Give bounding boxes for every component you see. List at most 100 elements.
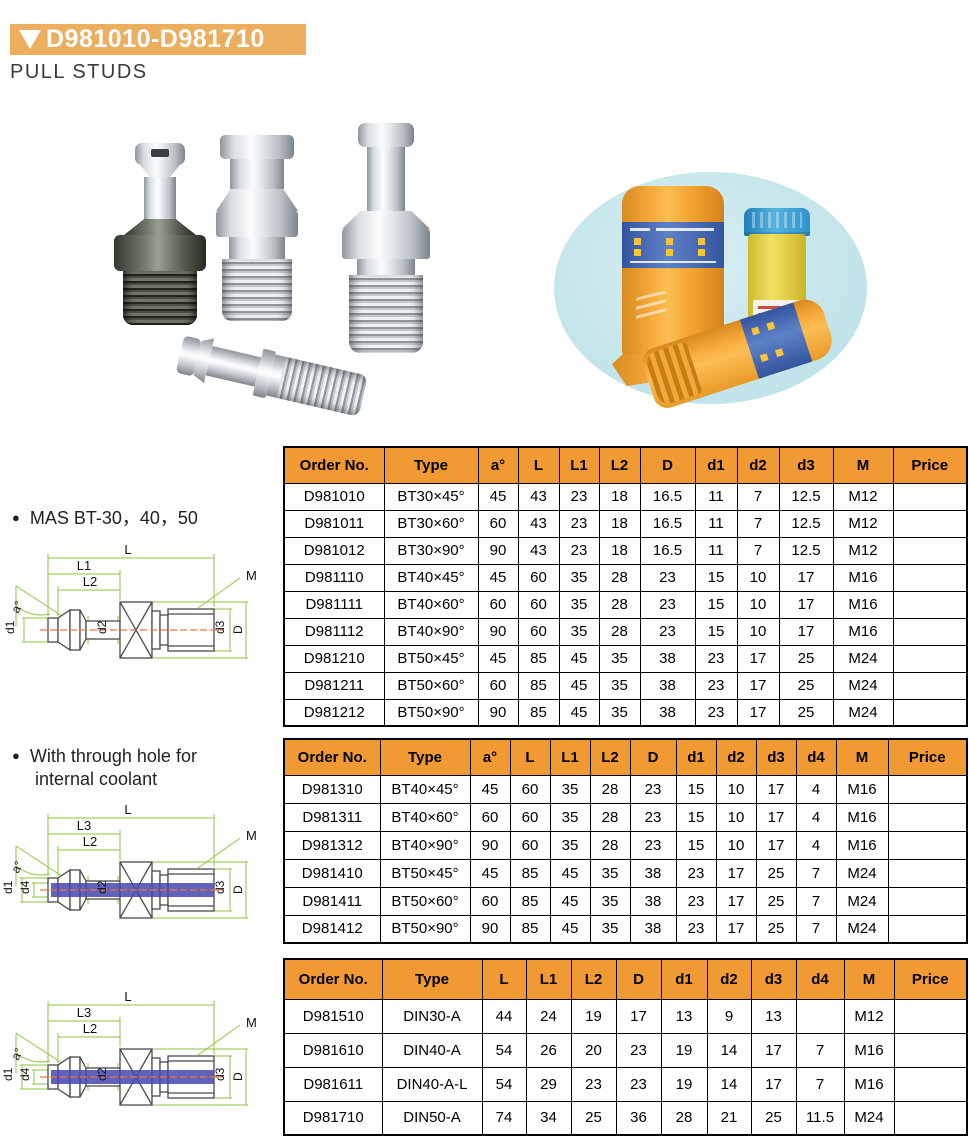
table-row: D981412 BT50×90° 90 85 45 35 38 23 17 25 7 M24 <box>283 914 968 944</box>
table-cell: DIN50-A <box>381 1100 483 1136</box>
dim-label-M: M <box>246 828 257 843</box>
table-cell: 10 <box>736 590 780 619</box>
table-cell: BT30×60° <box>383 509 479 538</box>
coolant-label-line1: With through hole for <box>29 746 197 766</box>
stud-segment <box>205 346 262 387</box>
table-cell: 12.5 <box>778 482 834 511</box>
table-cell: 17 <box>715 914 757 944</box>
table-cell: 18 <box>598 482 641 511</box>
table-cell: 7 <box>795 1066 845 1102</box>
dim-label-d1: d1 <box>2 880 15 894</box>
table-cell <box>893 1066 968 1102</box>
table-cell: 10 <box>715 774 757 804</box>
table-cell: 17 <box>755 830 797 860</box>
table-cell: 23 <box>694 644 738 673</box>
table-cell: 60 <box>509 774 551 804</box>
pull-stud-figure-tall <box>342 123 430 353</box>
table-cell: 23 <box>558 482 600 511</box>
pull-stud-figure-dark <box>114 143 206 325</box>
table-cell: BT50×90° <box>379 914 471 944</box>
table-cell: 90 <box>477 617 519 646</box>
pull-stud-figure-middle <box>216 135 298 321</box>
column-header: Order No. <box>283 958 383 1000</box>
table-cell: 35 <box>598 698 641 727</box>
coolant-label-line2: internal coolant <box>35 769 158 789</box>
dim-label-d2: d2 <box>95 1067 109 1081</box>
table-cell: 21 <box>706 1100 752 1136</box>
table-cell: 23 <box>675 858 717 888</box>
dimension-lines <box>15 814 248 919</box>
table-cell: 36 <box>615 1100 662 1136</box>
cap-ribs <box>752 212 802 228</box>
table-cell: 23 <box>629 774 677 804</box>
dim-label-d1: d1 <box>3 620 17 634</box>
table-cell: BT50×90° <box>383 698 479 727</box>
table-cell: 43 <box>517 536 560 565</box>
label-square <box>751 326 760 336</box>
table-cell: 11 <box>694 536 738 565</box>
stud-segment <box>140 165 180 177</box>
column-header: L <box>481 958 527 1000</box>
table-cell: 15 <box>675 830 717 860</box>
table-cell: 60 <box>509 802 551 832</box>
table-cell: DIN30-A <box>381 998 483 1034</box>
column-header: L2 <box>598 446 641 484</box>
table-cell: M12 <box>832 482 894 511</box>
table-cell <box>892 617 968 646</box>
table-cell: M24 <box>832 671 894 700</box>
table-cell: 45 <box>477 644 519 673</box>
table-cell: 10 <box>736 563 780 592</box>
table-cell: 85 <box>509 858 551 888</box>
table-cell: 17 <box>736 698 780 727</box>
bullet-icon: ● <box>12 510 20 525</box>
stud-segment <box>358 123 414 147</box>
table-cell: 4 <box>795 774 837 804</box>
stud-segment <box>230 159 284 189</box>
table-cell <box>892 644 968 673</box>
table-cell: 45 <box>469 774 511 804</box>
table-cell: 45 <box>558 698 600 727</box>
table-cell: 7 <box>795 1032 845 1068</box>
table-cell: 18 <box>598 536 641 565</box>
label-square <box>666 238 673 245</box>
table-cell: 45 <box>558 671 600 700</box>
table-cell: M24 <box>835 858 889 888</box>
column-header: M <box>835 738 889 776</box>
table-cell: 28 <box>589 774 631 804</box>
column-header: d1 <box>660 958 708 1000</box>
table-cell: D981410 <box>283 858 381 888</box>
bullet-coolant: ● With through hole for internal coolant <box>12 744 197 791</box>
column-header: a° <box>477 446 519 484</box>
stud-segment <box>349 275 423 353</box>
table-cell: 18 <box>598 509 641 538</box>
label-square <box>698 238 705 245</box>
container-ridges <box>644 341 703 407</box>
table-cell <box>887 830 968 860</box>
table-cell: 17 <box>715 858 757 888</box>
table-cell: 35 <box>589 886 631 916</box>
table-cell: 23 <box>558 536 600 565</box>
table-cell: M16 <box>835 774 889 804</box>
table-cell: 90 <box>469 830 511 860</box>
table-cell: 35 <box>549 774 591 804</box>
table-row: D981010 BT30×45° 45 43 23 18 16.5 11 7 12.5 M12 <box>283 482 968 511</box>
table-cell: 23 <box>629 830 677 860</box>
table-cell: 17 <box>750 1066 797 1102</box>
table-cell: 43 <box>517 482 560 511</box>
table-cell: 25 <box>755 886 797 916</box>
dim-label-M: M <box>246 1015 257 1030</box>
column-header: Order No. <box>283 738 381 776</box>
table-cell: D981112 <box>283 617 385 646</box>
table-cell: 85 <box>509 914 551 944</box>
section-banner: D981010-D981710 <box>10 24 306 55</box>
table-cell: M16 <box>835 830 889 860</box>
table-cell: 90 <box>469 914 511 944</box>
stud-segment <box>124 219 196 235</box>
stud-segment <box>342 211 430 229</box>
column-header: Type <box>381 958 483 1000</box>
table-cell: 4 <box>795 802 837 832</box>
column-header: d2 <box>736 446 780 484</box>
mas-label: MAS BT-30，40，50 <box>29 508 198 528</box>
